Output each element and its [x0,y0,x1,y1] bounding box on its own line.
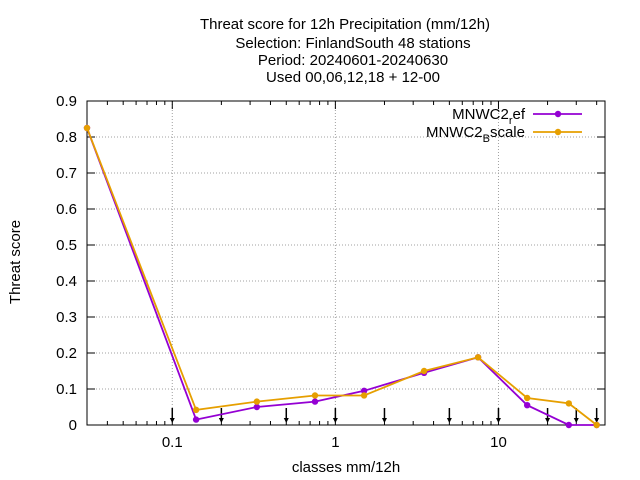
series-1-point [192,416,200,423]
series-2-point [311,392,319,399]
y-tick-label: 0.6 [56,201,77,218]
threshold-arrows [169,408,600,423]
series-2-point [253,398,261,405]
series-1-point [360,387,368,394]
legend-label-2: MNWC2Bscale [426,124,525,145]
threshold-arrow-head [573,418,579,423]
series-2-point [565,400,573,407]
threshold-arrow-head [545,418,551,423]
series-1-point [311,398,319,405]
y-tick-label: 0.7 [56,165,77,182]
legend-marker-2 [554,128,562,136]
x-axis-label: classes mm/12h [292,459,400,476]
legend-label-1: MNWC2ref [452,106,526,127]
y-tick-label: 0.9 [56,93,77,110]
legend-marker-1 [554,110,562,118]
series-line-1 [86,127,597,426]
plot-border [86,100,606,426]
x-tick-label: 10 [490,434,507,451]
y-axis-label: Threat score [7,220,24,304]
axis-ticks: 0 0.1 0.2 0.3 0.4 0.5 0.6 0.7 0.8 0.9 0.1 1 10 [56,93,605,451]
threshold-arrow-head [495,418,501,423]
threshold-arrow-head [381,418,387,423]
series-2-point [523,394,531,402]
y-tick-label: 0.4 [56,273,77,290]
series-2-point [360,392,368,399]
series-2-point [474,354,482,361]
threshold-arrow-head [283,418,289,423]
threshold-arrow-head [169,418,175,423]
threshold-arrow-head [446,418,452,423]
title-line-3: Period: 20240601-20240630 [258,52,448,69]
series-1-point [253,403,261,411]
series-2-point [192,406,200,414]
threshold-arrow-head [594,418,600,423]
grid [87,101,605,425]
threshold-arrow-head [332,418,338,423]
y-tick-label: 0.3 [56,309,77,326]
x-tick-label: 1 [331,434,339,451]
title-line-4: Used 00,06,12,18 + 12-00 [266,69,440,86]
y-tick-label: 0.5 [56,237,77,254]
y-tick-label: 0 [69,417,77,434]
y-tick-label: 0.8 [56,129,77,146]
series-line-2 [86,127,598,426]
threshold-arrow-head [218,418,224,423]
series-2-point [593,421,600,429]
series-1-point [523,402,531,409]
title-line-2: Selection: FinlandSouth 48 stations [235,35,470,52]
y-tick-label: 0.2 [56,345,77,362]
series-2-point [83,124,91,132]
y-tick-label: 0.1 [56,381,77,398]
series-1-point [565,421,573,429]
title-line-1: Threat score for 12h Precipitation (mm/1… [200,16,490,33]
series-2-point [420,367,428,375]
chart-title: Threat score for 12h Precipitation (mm/1… [200,16,490,86]
series-group [83,124,600,429]
x-tick-label: 0.1 [162,434,183,451]
